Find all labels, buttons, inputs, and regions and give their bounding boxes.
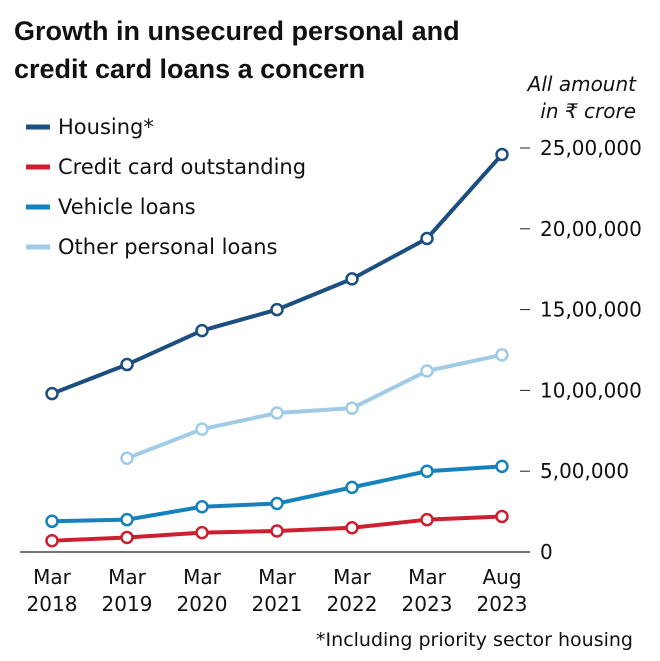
y-axis-ticks: 0 5,00,000 10,00,000 15,00,000 20,00,000 25,0… bbox=[520, 136, 642, 564]
series-line bbox=[126, 352, 503, 461]
x-tick-label-month: Mar bbox=[108, 565, 147, 589]
data-point bbox=[495, 348, 509, 362]
data-point bbox=[270, 406, 284, 420]
data-point bbox=[345, 272, 359, 286]
x-tick-label-month: Mar bbox=[408, 565, 447, 589]
x-tick-label-month: Aug bbox=[482, 565, 521, 589]
data-point bbox=[420, 231, 434, 246]
data-point bbox=[195, 500, 209, 514]
series-layer bbox=[45, 147, 509, 548]
x-tick-label-year: 2022 bbox=[327, 592, 378, 616]
data-point bbox=[270, 496, 284, 511]
series-credit-card-outstanding bbox=[45, 509, 509, 548]
data-point bbox=[345, 521, 359, 535]
x-axis-ticks: Mar 2018 Mar 2019 Mar 2020 Mar 2021 Mar 2022 Mar 20… bbox=[27, 565, 528, 616]
legend-label: Credit card outstanding bbox=[58, 155, 306, 179]
x-tick-label-year: 2019 bbox=[102, 592, 153, 616]
data-point bbox=[420, 364, 434, 378]
data-point bbox=[195, 525, 209, 540]
x-tick-label-month: Mar bbox=[333, 565, 372, 589]
data-point bbox=[420, 464, 434, 478]
data-point bbox=[270, 302, 284, 317]
data-point bbox=[45, 386, 59, 401]
y-axis-unit-label: All amount in ₹ crore bbox=[526, 72, 637, 123]
data-point bbox=[345, 401, 359, 415]
data-point bbox=[45, 514, 59, 529]
data-point bbox=[120, 530, 134, 545]
x-tick-label-year: 2020 bbox=[177, 592, 228, 616]
series-line bbox=[51, 153, 504, 396]
legend-label: Other personal loans bbox=[58, 235, 277, 259]
series-vehicle-loans bbox=[45, 459, 509, 529]
data-point bbox=[120, 451, 134, 466]
data-point bbox=[120, 357, 134, 372]
x-tick-label-year: 2023 bbox=[402, 592, 453, 616]
legend-label: Vehicle loans bbox=[58, 195, 196, 219]
legend-label: Housing* bbox=[58, 115, 154, 139]
legend-item-vehicle-loans: Vehicle loans bbox=[26, 195, 196, 219]
y-tick-label: 5,00,000 bbox=[540, 459, 629, 483]
x-tick-label-month: Mar bbox=[183, 565, 222, 589]
data-point bbox=[420, 512, 434, 527]
data-point bbox=[195, 323, 209, 338]
data-point bbox=[495, 509, 509, 524]
chart-title-line-1: Growth in unsecured personal and bbox=[14, 16, 460, 46]
data-point bbox=[270, 524, 284, 538]
chart-title-line-2: credit card loans a concern bbox=[14, 54, 366, 84]
data-point bbox=[120, 512, 134, 527]
chart-title: Growth in unsecured personal and credit … bbox=[14, 12, 534, 88]
y-tick-label: 25,00,000 bbox=[540, 136, 642, 160]
series-housing bbox=[45, 147, 509, 401]
data-point bbox=[345, 480, 359, 495]
y-tick-label: 10,00,000 bbox=[540, 378, 642, 402]
data-point bbox=[195, 422, 209, 436]
x-tick-label-year: 2021 bbox=[252, 592, 303, 616]
data-point bbox=[495, 459, 509, 474]
unit-label-line-1: All amount bbox=[526, 72, 637, 96]
x-tick-label-year: 2023 bbox=[477, 592, 528, 616]
legend-item-credit-card-outstanding: Credit card outstanding bbox=[26, 155, 306, 179]
data-point bbox=[45, 533, 59, 548]
y-tick-label: 15,00,000 bbox=[540, 298, 642, 322]
series-other-personal-loans bbox=[120, 348, 509, 466]
legend: Housing* Credit card outstanding Vehicle l… bbox=[26, 115, 306, 259]
footnote: *Including priority sector housing bbox=[316, 629, 633, 651]
unit-label-line-2: in ₹ crore bbox=[540, 99, 636, 123]
x-tick-label-month: Mar bbox=[258, 565, 297, 589]
data-point bbox=[495, 147, 509, 162]
y-tick-label: 0 bbox=[540, 540, 553, 564]
legend-item-other-personal-loans: Other personal loans bbox=[26, 235, 277, 259]
legend-item-housing: Housing* bbox=[26, 115, 154, 139]
x-tick-label-month: Mar bbox=[33, 565, 72, 589]
x-tick-label-year: 2018 bbox=[27, 592, 78, 616]
y-tick-label: 20,00,000 bbox=[540, 217, 642, 241]
series-line bbox=[51, 464, 503, 524]
